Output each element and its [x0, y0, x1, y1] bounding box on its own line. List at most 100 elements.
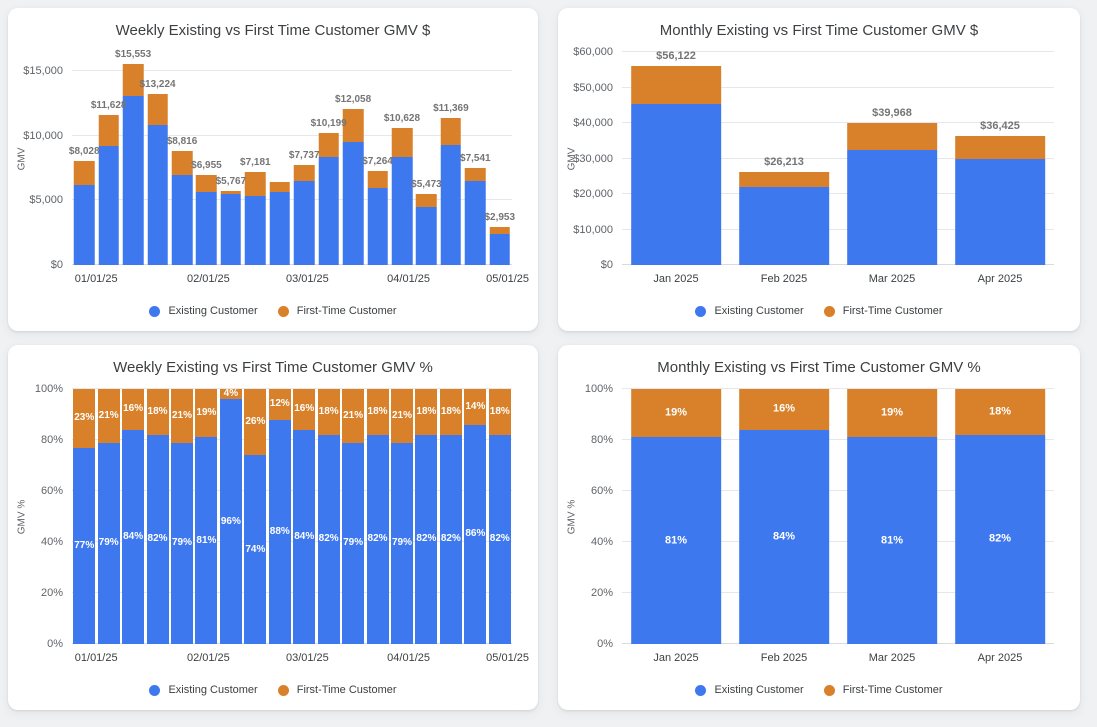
bar-segment-first_time[interactable]	[440, 118, 462, 145]
bar-segment-existing[interactable]	[171, 175, 193, 265]
bar-segment-first_time[interactable]	[268, 389, 291, 420]
bar[interactable]: 84% 16%	[292, 389, 316, 644]
bar-segment-first_time[interactable]	[195, 389, 218, 438]
bar[interactable]: 77% 23%	[72, 389, 96, 644]
bar[interactable]: $7,541	[460, 52, 491, 265]
bar-segment-existing[interactable]	[342, 442, 365, 644]
bar-segment-existing[interactable]	[391, 156, 413, 265]
bar-segment-first_time[interactable]	[269, 182, 291, 193]
bar-segment-existing[interactable]	[97, 442, 120, 644]
bar-segment-existing[interactable]	[847, 437, 937, 644]
bar-segment-existing[interactable]	[415, 434, 438, 644]
bar-segment-existing[interactable]	[739, 429, 829, 644]
bar-segment-existing[interactable]	[739, 186, 829, 265]
bar-segment-first_time[interactable]	[342, 389, 365, 443]
bar[interactable]: 86% 14%	[463, 389, 487, 644]
bar[interactable]: $39,968	[838, 52, 946, 265]
bar-segment-existing[interactable]	[342, 142, 364, 265]
bar-segment-first_time[interactable]	[98, 114, 119, 147]
bar[interactable]: $13,224	[139, 52, 176, 265]
bar[interactable]: 82% 18%	[365, 389, 389, 644]
bar-segment-first_time[interactable]	[293, 165, 315, 182]
bar[interactable]: $5,767	[216, 52, 246, 265]
bar-segment-first_time[interactable]	[465, 167, 486, 182]
bar[interactable]: 82% 18%	[439, 389, 463, 644]
bar-segment-first_time[interactable]	[293, 389, 316, 430]
bar-segment-first_time[interactable]	[367, 171, 388, 189]
bar-segment-existing[interactable]	[366, 434, 389, 644]
bar-segment-existing[interactable]	[367, 188, 388, 265]
bar-segment-first_time[interactable]	[416, 194, 437, 208]
bar[interactable]: $36,425	[946, 52, 1054, 265]
legend-item-first-time[interactable]: First-Time Customer	[277, 684, 397, 696]
bar-segment-existing[interactable]	[465, 181, 486, 265]
bar-segment-existing[interactable]	[147, 125, 168, 265]
bar[interactable]: $11,628	[91, 52, 126, 265]
bar[interactable]: $5,473	[411, 52, 442, 265]
bar[interactable]: $56,122	[622, 50, 730, 265]
bar-segment-existing[interactable]	[631, 103, 721, 265]
bar-segment-first_time[interactable]	[390, 389, 413, 443]
bar[interactable]: $12,058	[335, 52, 371, 265]
legend-item-first-time[interactable]: First-Time Customer	[823, 305, 943, 317]
bar-segment-first_time[interactable]	[464, 389, 487, 425]
legend-item-first-time[interactable]: First-Time Customer	[277, 305, 397, 317]
bar-segment-existing[interactable]	[122, 96, 144, 265]
bar-segment-first_time[interactable]	[122, 389, 145, 430]
bar[interactable]: 96% 4%	[219, 389, 243, 644]
bar-segment-first_time[interactable]	[391, 127, 413, 157]
bar-segment-existing[interactable]	[245, 196, 266, 265]
legend-item-first-time[interactable]: First-Time Customer	[823, 684, 943, 696]
legend-item-existing[interactable]: Existing Customer	[695, 305, 804, 317]
bar-segment-first_time[interactable]	[847, 123, 937, 151]
bar-segment-first_time[interactable]	[73, 161, 95, 186]
bar[interactable]: 79% 21%	[390, 389, 414, 644]
bar[interactable]: 81% 19%	[622, 389, 730, 644]
bar[interactable]: 81% 19%	[194, 389, 218, 644]
bar[interactable]	[268, 52, 292, 265]
bar-segment-existing[interactable]	[220, 193, 242, 265]
bar[interactable]: $26,213	[730, 52, 838, 265]
bar-segment-existing[interactable]	[631, 437, 721, 644]
bar[interactable]: $8,816	[167, 52, 197, 265]
bar-segment-existing[interactable]	[196, 192, 217, 265]
bar-segment-existing[interactable]	[73, 447, 96, 644]
bar-segment-first_time[interactable]	[220, 190, 242, 194]
bar-segment-first_time[interactable]	[439, 389, 462, 435]
bar-segment-first_time[interactable]	[219, 389, 242, 400]
bar-segment-first_time[interactable]	[739, 171, 829, 187]
bar-segment-existing[interactable]	[293, 181, 315, 265]
bar[interactable]: $10,199	[311, 52, 347, 265]
bar-segment-first_time[interactable]	[147, 94, 168, 126]
bar-segment-existing[interactable]	[955, 158, 1045, 265]
bar[interactable]: 79% 21%	[170, 389, 194, 644]
bar-segment-first_time[interactable]	[122, 64, 144, 97]
legend-item-existing[interactable]: Existing Customer	[149, 305, 258, 317]
bar-segment-first_time[interactable]	[146, 389, 169, 435]
bar-segment-first_time[interactable]	[317, 389, 340, 435]
bar[interactable]: 88% 12%	[268, 389, 292, 644]
legend-item-existing[interactable]: Existing Customer	[149, 684, 258, 696]
bar[interactable]: 82% 18%	[316, 389, 340, 644]
bar-segment-first_time[interactable]	[488, 389, 511, 435]
bar-segment-first_time[interactable]	[196, 175, 217, 193]
bar[interactable]: $15,553	[115, 50, 151, 265]
bar-segment-existing[interactable]	[318, 157, 339, 265]
bar[interactable]: 82% 18%	[414, 389, 438, 644]
bar[interactable]: 84% 16%	[121, 389, 145, 644]
bar[interactable]: 74% 26%	[243, 389, 267, 644]
bar-segment-first_time[interactable]	[171, 151, 193, 176]
bar-segment-first_time[interactable]	[415, 389, 438, 435]
bar-segment-first_time[interactable]	[631, 389, 721, 438]
bar[interactable]: $10,628	[384, 52, 420, 265]
bar-segment-existing[interactable]	[390, 442, 413, 644]
bar[interactable]: 79% 21%	[96, 389, 120, 644]
bar[interactable]: $11,369	[433, 52, 469, 265]
bar-segment-first_time[interactable]	[170, 389, 193, 443]
bar-segment-first_time[interactable]	[245, 172, 266, 197]
bar-segment-first_time[interactable]	[244, 389, 267, 456]
bar-segment-existing[interactable]	[489, 233, 511, 265]
bar-segment-existing[interactable]	[73, 185, 95, 265]
bar-segment-existing[interactable]	[170, 442, 193, 644]
bar-segment-existing[interactable]	[488, 434, 511, 644]
